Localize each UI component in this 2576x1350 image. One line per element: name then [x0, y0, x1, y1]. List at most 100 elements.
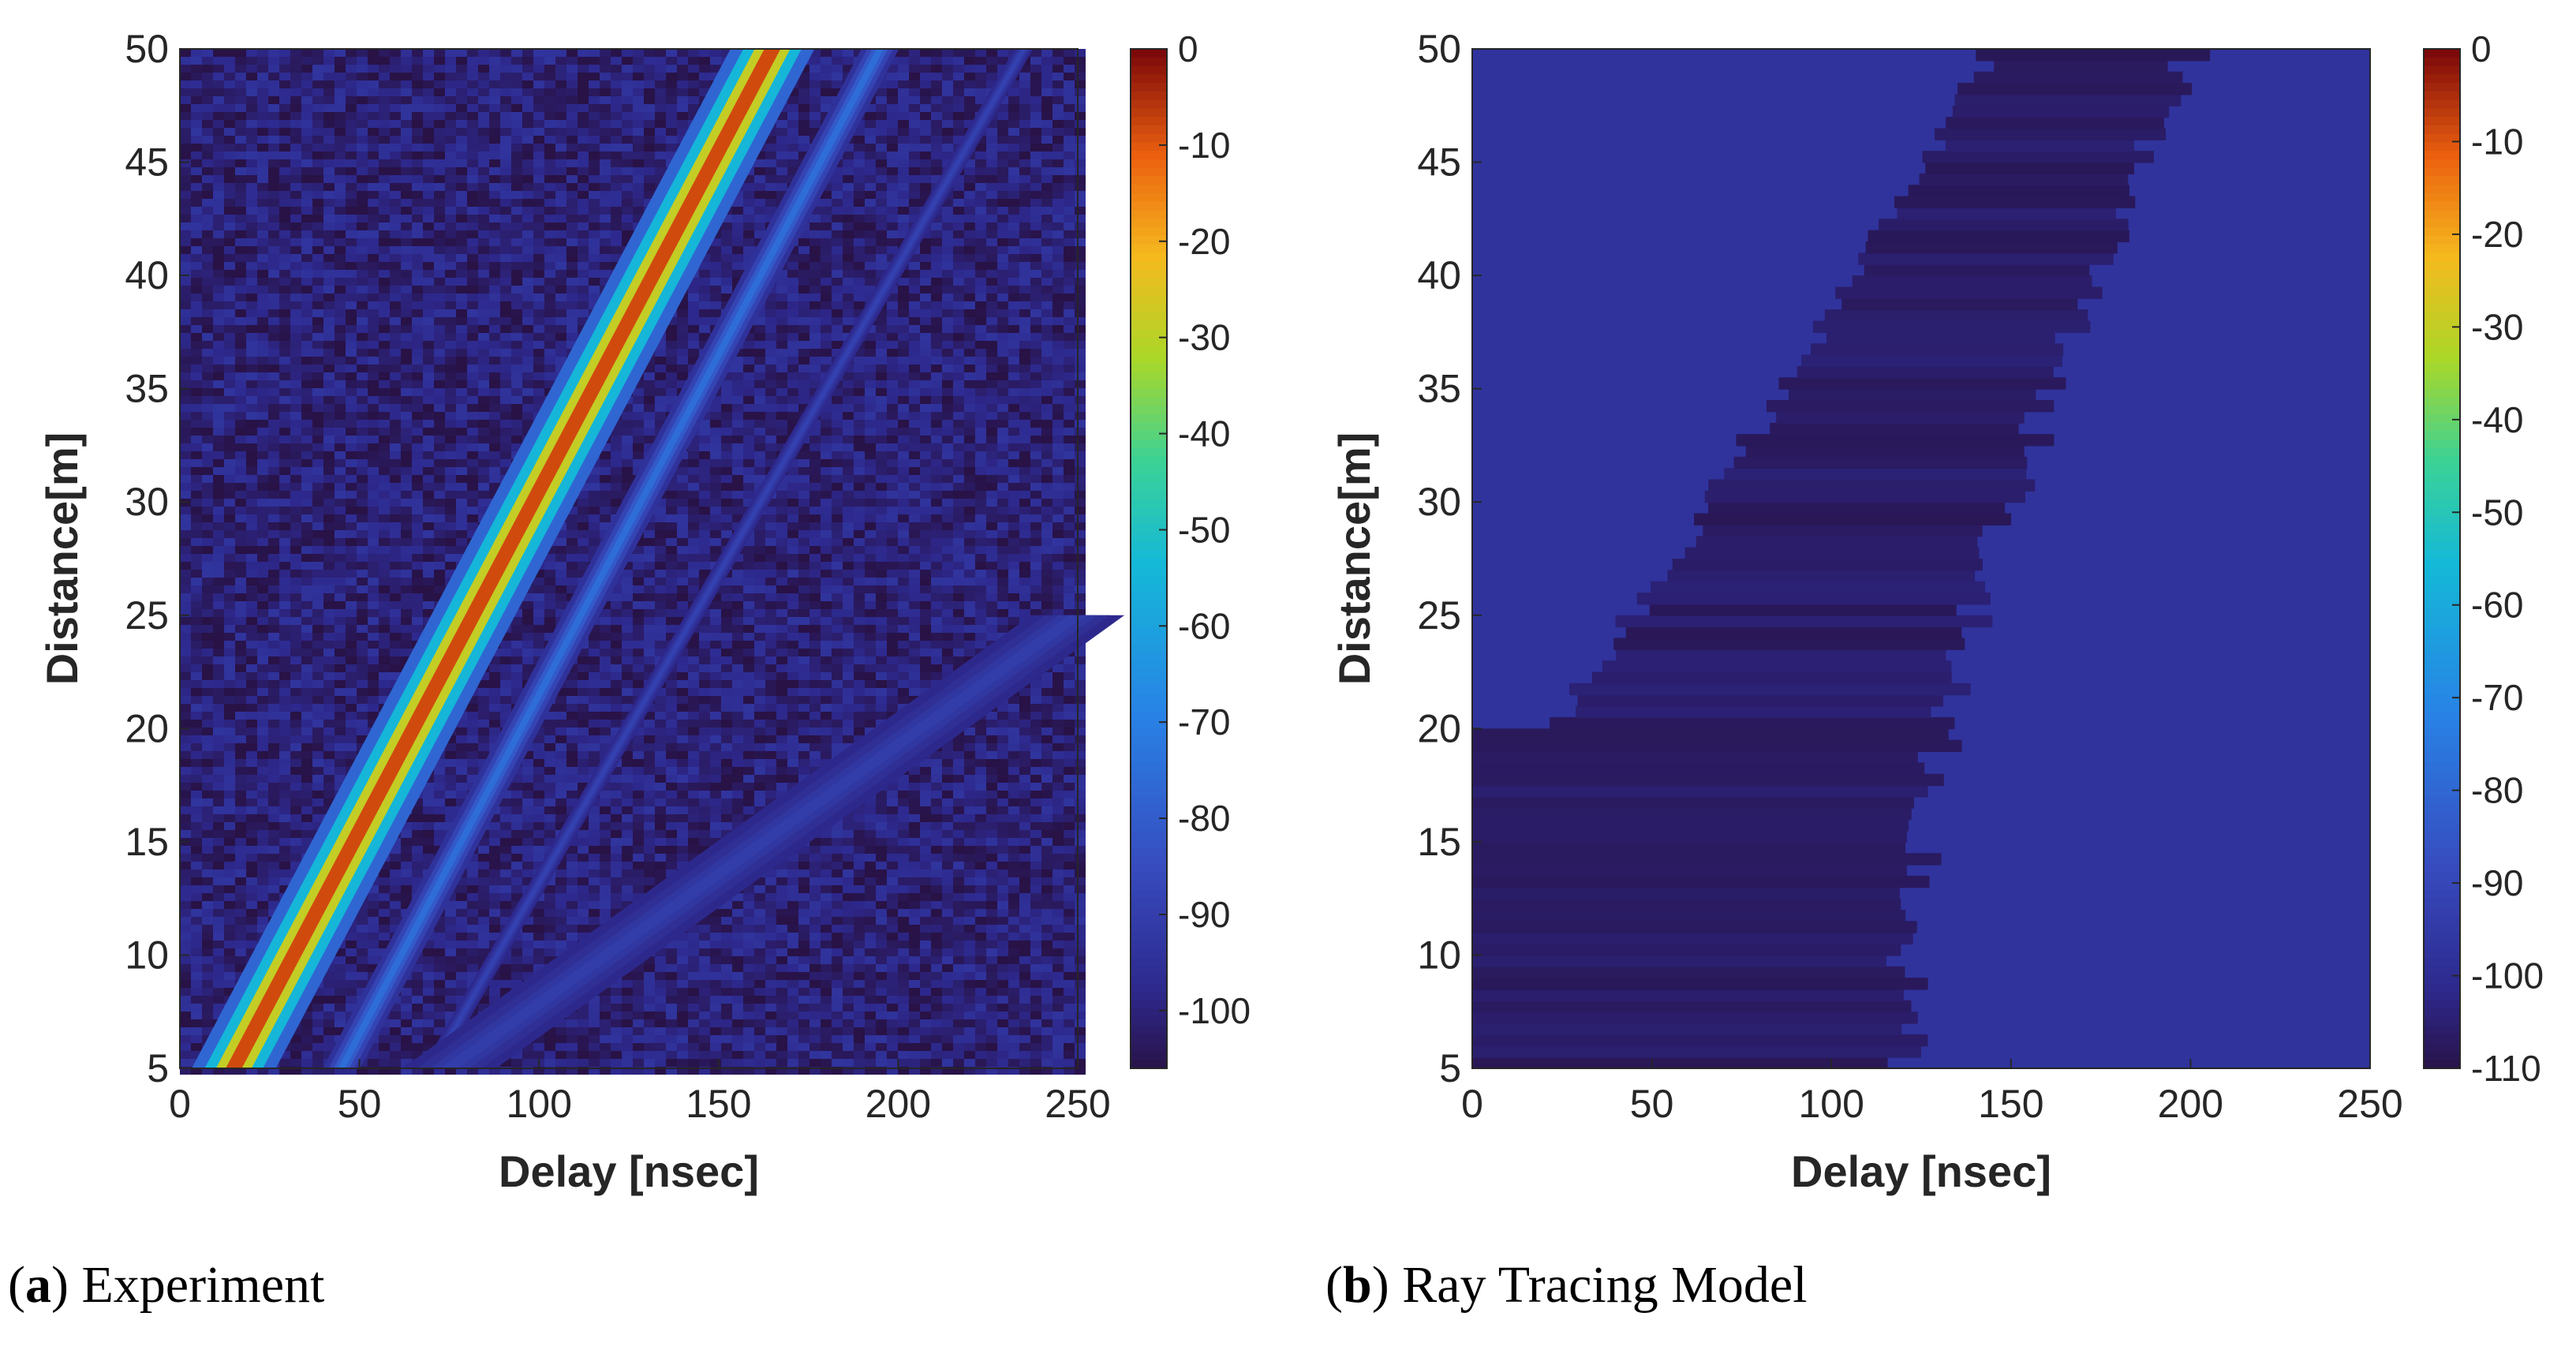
noise-cell — [942, 104, 953, 112]
noise-cell — [235, 65, 246, 73]
noise-cell — [953, 499, 964, 507]
noise-cell — [346, 522, 357, 530]
noise-cell — [854, 144, 865, 151]
noise-cell — [213, 230, 224, 238]
noise-cell — [1008, 459, 1019, 467]
noise-cell — [699, 88, 710, 96]
noise-cell — [202, 459, 213, 467]
noise-cell — [776, 357, 787, 365]
noise-cell — [268, 73, 279, 80]
noise-cell — [710, 278, 721, 286]
noise-cell — [445, 388, 456, 396]
noise-cell — [323, 254, 335, 262]
noise-cell — [931, 380, 942, 388]
noise-cell — [235, 372, 246, 380]
noise-cell — [357, 120, 368, 128]
noise-cell — [887, 333, 898, 341]
noise-cell — [1064, 475, 1075, 483]
noise-cell — [456, 65, 467, 73]
noise-cell — [290, 333, 301, 341]
noise-cell — [500, 167, 511, 175]
noise-cell — [246, 96, 257, 104]
noise-cell — [754, 349, 765, 357]
noise-cell — [622, 96, 633, 104]
noise-cell — [1041, 333, 1052, 341]
noise-cell — [511, 96, 522, 104]
noise-cell — [522, 73, 533, 80]
noise-cell — [1041, 128, 1052, 136]
noise-cell — [412, 246, 423, 254]
noise-cell — [600, 151, 611, 159]
noise-cell — [876, 223, 887, 230]
noise-cell — [754, 483, 765, 491]
noise-cell — [423, 365, 434, 372]
noise-cell — [412, 404, 423, 412]
noise-cell — [390, 254, 401, 262]
noise-cell — [445, 144, 456, 151]
noise-cell — [787, 136, 798, 144]
noise-cell — [390, 191, 401, 199]
noise-cell — [489, 396, 500, 404]
noise-cell — [997, 199, 1008, 207]
noise-cell — [887, 199, 898, 207]
noise-cell — [655, 507, 666, 514]
noise-cell — [876, 491, 887, 499]
noise-cell — [522, 428, 533, 436]
noise-cell — [942, 341, 953, 349]
noise-cell — [224, 436, 235, 443]
noise-cell — [832, 183, 843, 191]
noise-cell — [202, 475, 213, 483]
noise-cell — [633, 159, 644, 167]
noise-cell — [1075, 317, 1086, 325]
noise-cell — [578, 96, 589, 104]
noise-cell — [566, 80, 578, 88]
noise-cell — [456, 104, 467, 112]
noise-cell — [699, 57, 710, 65]
noise-cell — [412, 443, 423, 451]
noise-cell — [511, 183, 522, 191]
noise-cell — [787, 467, 798, 475]
noise-cell — [191, 128, 202, 136]
noise-cell — [489, 49, 500, 57]
noise-cell — [920, 151, 931, 159]
noise-cell — [246, 104, 257, 112]
noise-cell — [368, 238, 379, 246]
noise-cell — [898, 199, 909, 207]
noise-cell — [611, 175, 622, 183]
noise-cell — [688, 80, 699, 88]
noise-cell — [412, 215, 423, 223]
noise-cell — [202, 175, 213, 183]
noise-cell — [368, 443, 379, 451]
noise-cell — [390, 436, 401, 443]
noise-cell — [180, 333, 191, 341]
noise-cell — [335, 112, 346, 120]
noise-cell — [246, 128, 257, 136]
noise-cell — [898, 309, 909, 317]
noise-cell — [379, 522, 390, 530]
noise-cell — [898, 57, 909, 65]
noise-cell — [235, 183, 246, 191]
noise-cell — [600, 475, 611, 483]
noise-cell — [1019, 136, 1030, 144]
noise-cell — [986, 144, 997, 151]
noise-cell — [975, 191, 986, 199]
noise-cell — [368, 57, 379, 65]
noise-cell — [379, 167, 390, 175]
noise-cell — [1008, 467, 1019, 475]
noise-cell — [754, 467, 765, 475]
noise-cell — [721, 522, 732, 530]
noise-cell — [942, 420, 953, 428]
noise-cell — [865, 333, 876, 341]
noise-cell — [1052, 120, 1064, 128]
noise-cell — [854, 309, 865, 317]
noise-cell — [434, 175, 445, 183]
noise-cell — [1008, 475, 1019, 483]
noise-cell — [666, 88, 677, 96]
noise-cell — [346, 514, 357, 522]
noise-cell — [312, 436, 323, 443]
noise-cell — [401, 451, 412, 459]
noise-cell — [699, 49, 710, 57]
noise-cell — [710, 412, 721, 420]
noise-cell — [986, 215, 997, 223]
